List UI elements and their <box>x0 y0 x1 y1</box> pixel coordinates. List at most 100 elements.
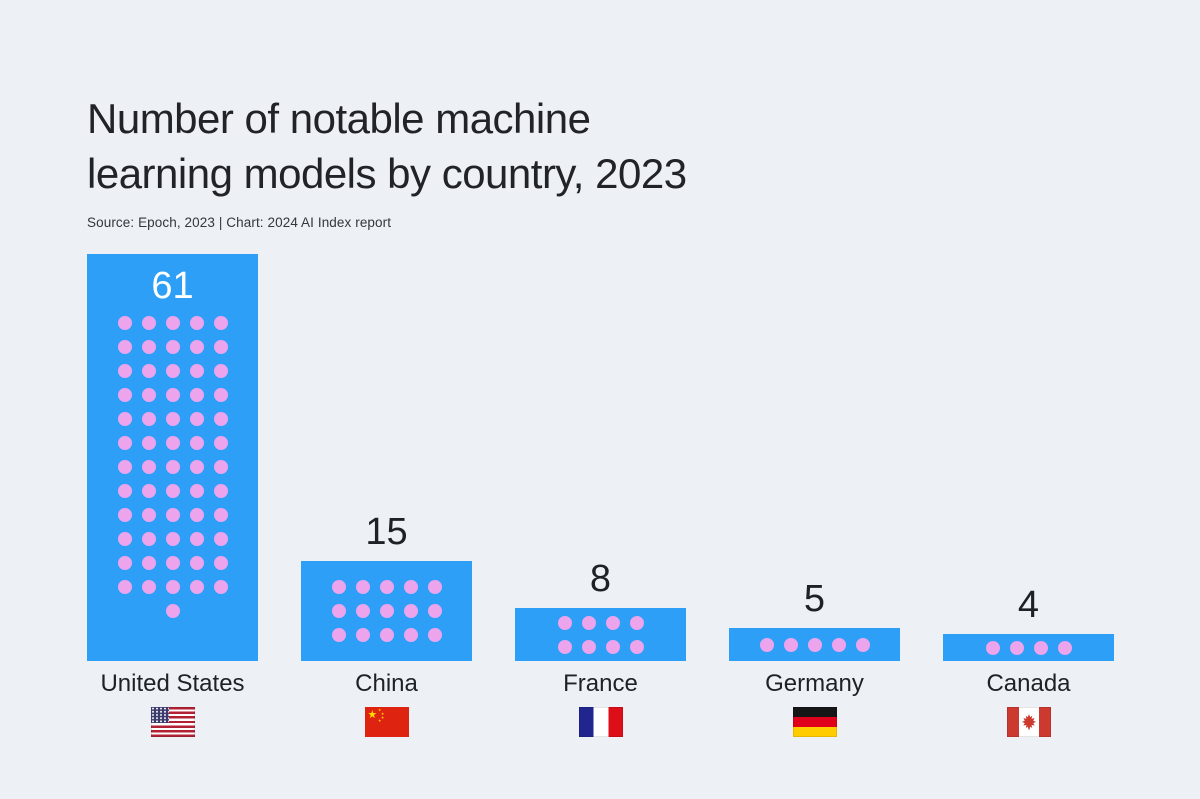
china-flag-icon <box>364 706 409 737</box>
model-dot <box>165 315 180 330</box>
model-dot <box>141 483 156 498</box>
model-dot <box>117 483 132 498</box>
model-dot <box>189 459 204 474</box>
bar-value-label: 15 <box>365 511 408 554</box>
bar-column-france: 8 France <box>515 560 686 737</box>
model-dot <box>141 555 156 570</box>
model-dot <box>213 435 228 450</box>
model-dot <box>213 483 228 498</box>
dot-grid <box>331 580 442 643</box>
model-dot <box>117 459 132 474</box>
model-dot <box>605 615 620 630</box>
dot-grid <box>117 315 228 618</box>
bar-column-united-states: 61 United States <box>87 254 258 737</box>
bar-column-germany: 5 Germany <box>729 580 900 737</box>
model-dot <box>141 363 156 378</box>
model-dot <box>165 459 180 474</box>
model-dot <box>117 435 132 450</box>
model-dot <box>117 387 132 402</box>
model-dot <box>141 315 156 330</box>
france-flag-icon-wrap <box>578 706 623 737</box>
bar-france <box>515 608 686 662</box>
model-dot <box>141 459 156 474</box>
model-dot <box>117 507 132 522</box>
source-credit-line: Source: Epoch, 2023 | Chart: 2024 AI Ind… <box>87 215 392 231</box>
dot-grid <box>557 615 644 654</box>
model-dot <box>379 580 394 595</box>
model-dot <box>403 580 418 595</box>
bar-column-china: 15 China <box>301 513 472 737</box>
bar-value-label: 5 <box>803 578 826 621</box>
page-title: Number of notable machine learning models… <box>87 92 1113 201</box>
model-dot <box>331 580 346 595</box>
model-dot <box>213 459 228 474</box>
germany-flag-icon <box>792 706 837 737</box>
model-dot <box>117 531 132 546</box>
model-dot <box>427 628 442 643</box>
model-dot <box>213 411 228 426</box>
model-dot <box>189 315 204 330</box>
germany-flag-icon-wrap <box>792 706 837 737</box>
page-title-line-1: Number of notable machine <box>87 95 591 142</box>
model-dot <box>1057 640 1072 655</box>
model-dot <box>165 435 180 450</box>
model-dot <box>855 637 870 652</box>
model-dot <box>581 639 596 654</box>
dot-grid <box>759 637 870 652</box>
model-dot <box>189 387 204 402</box>
model-dot <box>141 531 156 546</box>
model-dot <box>117 555 132 570</box>
country-label: China <box>355 670 418 698</box>
bar-canada <box>943 634 1114 662</box>
bar-column-canada: 4 Canada <box>943 586 1114 737</box>
canada-flag-icon-wrap <box>1006 706 1051 737</box>
us-flag-canton <box>150 706 169 724</box>
model-dot <box>213 363 228 378</box>
model-dot <box>213 531 228 546</box>
china-flag-icon-wrap <box>364 706 409 737</box>
model-dot <box>189 363 204 378</box>
model-dot <box>213 507 228 522</box>
bar-value-label: 4 <box>1017 584 1040 627</box>
model-dot <box>165 555 180 570</box>
model-dot <box>557 615 572 630</box>
model-dot <box>427 580 442 595</box>
model-dot <box>1009 640 1024 655</box>
model-dot <box>985 640 1000 655</box>
model-dot <box>165 483 180 498</box>
model-dot <box>165 339 180 354</box>
model-dot <box>331 628 346 643</box>
model-dot <box>189 555 204 570</box>
model-dot <box>189 435 204 450</box>
model-dot <box>141 579 156 594</box>
model-dot <box>213 387 228 402</box>
model-dot <box>807 637 822 652</box>
bar-value-label: 8 <box>589 558 612 601</box>
model-dot <box>165 507 180 522</box>
model-dot <box>189 579 204 594</box>
united-states-flag-icon <box>150 706 195 737</box>
country-label: Canada <box>986 670 1071 698</box>
model-dot <box>1033 640 1048 655</box>
model-dot <box>117 579 132 594</box>
model-dot <box>165 531 180 546</box>
model-dot <box>213 579 228 594</box>
model-dot <box>379 628 394 643</box>
model-dot <box>117 339 132 354</box>
model-dot <box>117 315 132 330</box>
country-label: Germany <box>765 670 864 698</box>
model-dot <box>165 579 180 594</box>
model-dot <box>189 483 204 498</box>
bar-value-label: 61 <box>151 265 194 308</box>
canada-flag-icon <box>1006 706 1051 737</box>
model-dot <box>605 639 620 654</box>
model-dot <box>581 615 596 630</box>
model-dot <box>141 507 156 522</box>
model-dot <box>141 339 156 354</box>
model-dot <box>403 604 418 619</box>
model-dot <box>141 387 156 402</box>
bar-china <box>301 561 472 662</box>
model-dot <box>189 339 204 354</box>
bar-germany <box>729 628 900 662</box>
